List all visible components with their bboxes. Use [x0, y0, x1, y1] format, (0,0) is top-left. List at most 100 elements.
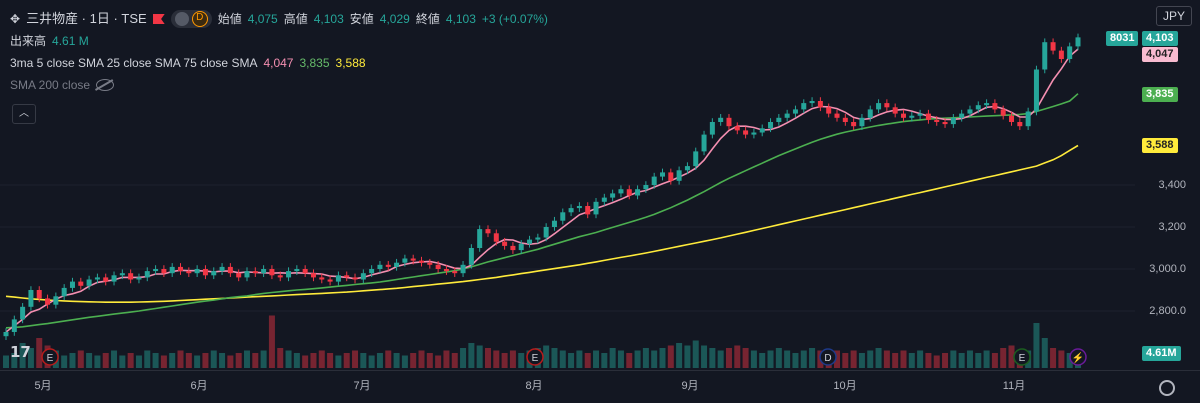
volume-bar	[858, 353, 865, 368]
candle-body	[344, 275, 350, 278]
sma200-label: SMA 200 close	[10, 78, 91, 92]
volume-bar	[942, 353, 949, 368]
volume-bar	[127, 353, 134, 368]
volume-bar	[991, 353, 998, 368]
candle-body	[950, 117, 956, 125]
candle-body	[518, 243, 524, 251]
candle-body	[925, 113, 931, 120]
volume-bar	[61, 355, 68, 368]
volume-bar	[850, 350, 857, 368]
candle-body	[1017, 122, 1023, 127]
candle-body	[244, 271, 250, 278]
candle-body	[651, 176, 657, 185]
candle-body	[967, 109, 973, 114]
volume-bar	[451, 353, 458, 368]
tradingview-logo[interactable]: 17	[10, 343, 31, 361]
candle-body	[269, 269, 275, 276]
volume-bar	[659, 348, 666, 368]
sma200-legend-row[interactable]: SMA 200 close	[10, 74, 548, 96]
month-label: 5月	[34, 380, 52, 392]
candle-body	[385, 264, 391, 267]
volume-bar	[169, 353, 176, 368]
symbol-tag: 8031	[1106, 31, 1139, 46]
candle-body	[543, 227, 549, 238]
candle-body	[892, 107, 898, 114]
candle-body	[460, 264, 466, 274]
sma75-line	[5, 144, 1079, 303]
volume-bar	[268, 315, 275, 368]
crosshair-icon[interactable]: ✥	[10, 12, 21, 26]
volume-bar	[94, 355, 101, 368]
candle-body	[419, 260, 425, 263]
volume-bar	[27, 348, 34, 368]
currency-selector[interactable]: JPY	[1155, 6, 1192, 26]
volume-bar	[958, 353, 965, 368]
volume-bar	[152, 353, 159, 368]
volume-bar	[410, 353, 417, 368]
volume-bar	[983, 350, 990, 368]
volume-bar	[111, 350, 118, 368]
candle-body	[1075, 37, 1081, 47]
volume-bar	[559, 350, 566, 368]
candle-body	[801, 103, 807, 110]
sma-legend-row[interactable]: 3ma 5 close SMA 25 close SMA 75 close SM…	[10, 52, 548, 74]
status-letter: D	[191, 11, 208, 27]
axis-tick: 2,800.0	[1149, 305, 1186, 317]
volume-bar	[385, 350, 392, 368]
symbol-title[interactable]: 三井物産 · 1日 · TSE	[26, 11, 147, 26]
volume-bar	[1033, 323, 1040, 368]
volume-bar	[11, 353, 18, 368]
candle-body	[261, 269, 267, 274]
candle-body	[934, 119, 940, 122]
volume-bar	[667, 345, 674, 368]
candle-body	[668, 172, 674, 181]
candle-body	[776, 117, 782, 122]
candle-body	[202, 269, 208, 276]
candle-body	[53, 296, 59, 305]
high-value: 4,103	[313, 12, 344, 26]
volume-bar	[102, 353, 109, 368]
candle-body	[975, 105, 981, 110]
candle-body	[726, 117, 732, 127]
candle-body	[635, 189, 641, 196]
market-status-pill[interactable]: D	[170, 10, 212, 28]
candle-body	[211, 271, 217, 276]
volume-bar	[767, 350, 774, 368]
settings-gear-icon[interactable]	[1159, 380, 1175, 396]
volume-bar	[883, 350, 890, 368]
candle-body	[568, 208, 574, 213]
volume-bar	[725, 348, 732, 368]
change-value: +3 (+0.07%)	[481, 12, 548, 26]
volume-bar	[933, 355, 940, 368]
event-marker	[1069, 348, 1087, 366]
candle-body	[884, 103, 890, 108]
candle-body	[643, 185, 649, 190]
close-label: 終値	[415, 12, 440, 26]
volume-bar	[509, 350, 516, 368]
volume-bar	[426, 353, 433, 368]
volume-bar	[1058, 350, 1065, 368]
volume-bar	[551, 348, 558, 368]
candle-body	[701, 134, 707, 152]
volume-bar	[875, 348, 882, 368]
candle-body	[618, 189, 624, 194]
event-marker-label: E	[47, 353, 54, 364]
candle-body	[452, 271, 458, 274]
volume-bar	[135, 355, 142, 368]
open-label: 始値	[217, 12, 242, 26]
candle-body	[194, 269, 200, 274]
volume-bar	[293, 353, 300, 368]
collapse-legend-button[interactable]: ︿	[12, 104, 36, 124]
flag-icon[interactable]	[152, 14, 165, 24]
volume-legend-row[interactable]: 出来高 4.61 M	[10, 30, 548, 52]
candle-body	[759, 128, 765, 133]
volume-bar	[160, 355, 167, 368]
candle-body	[161, 269, 167, 274]
candle-body	[1025, 111, 1031, 127]
hidden-eye-icon[interactable]	[96, 79, 115, 91]
volume-bar	[227, 355, 234, 368]
volume-bar	[335, 355, 342, 368]
volume-bar	[834, 350, 841, 368]
candle-body	[842, 117, 848, 122]
